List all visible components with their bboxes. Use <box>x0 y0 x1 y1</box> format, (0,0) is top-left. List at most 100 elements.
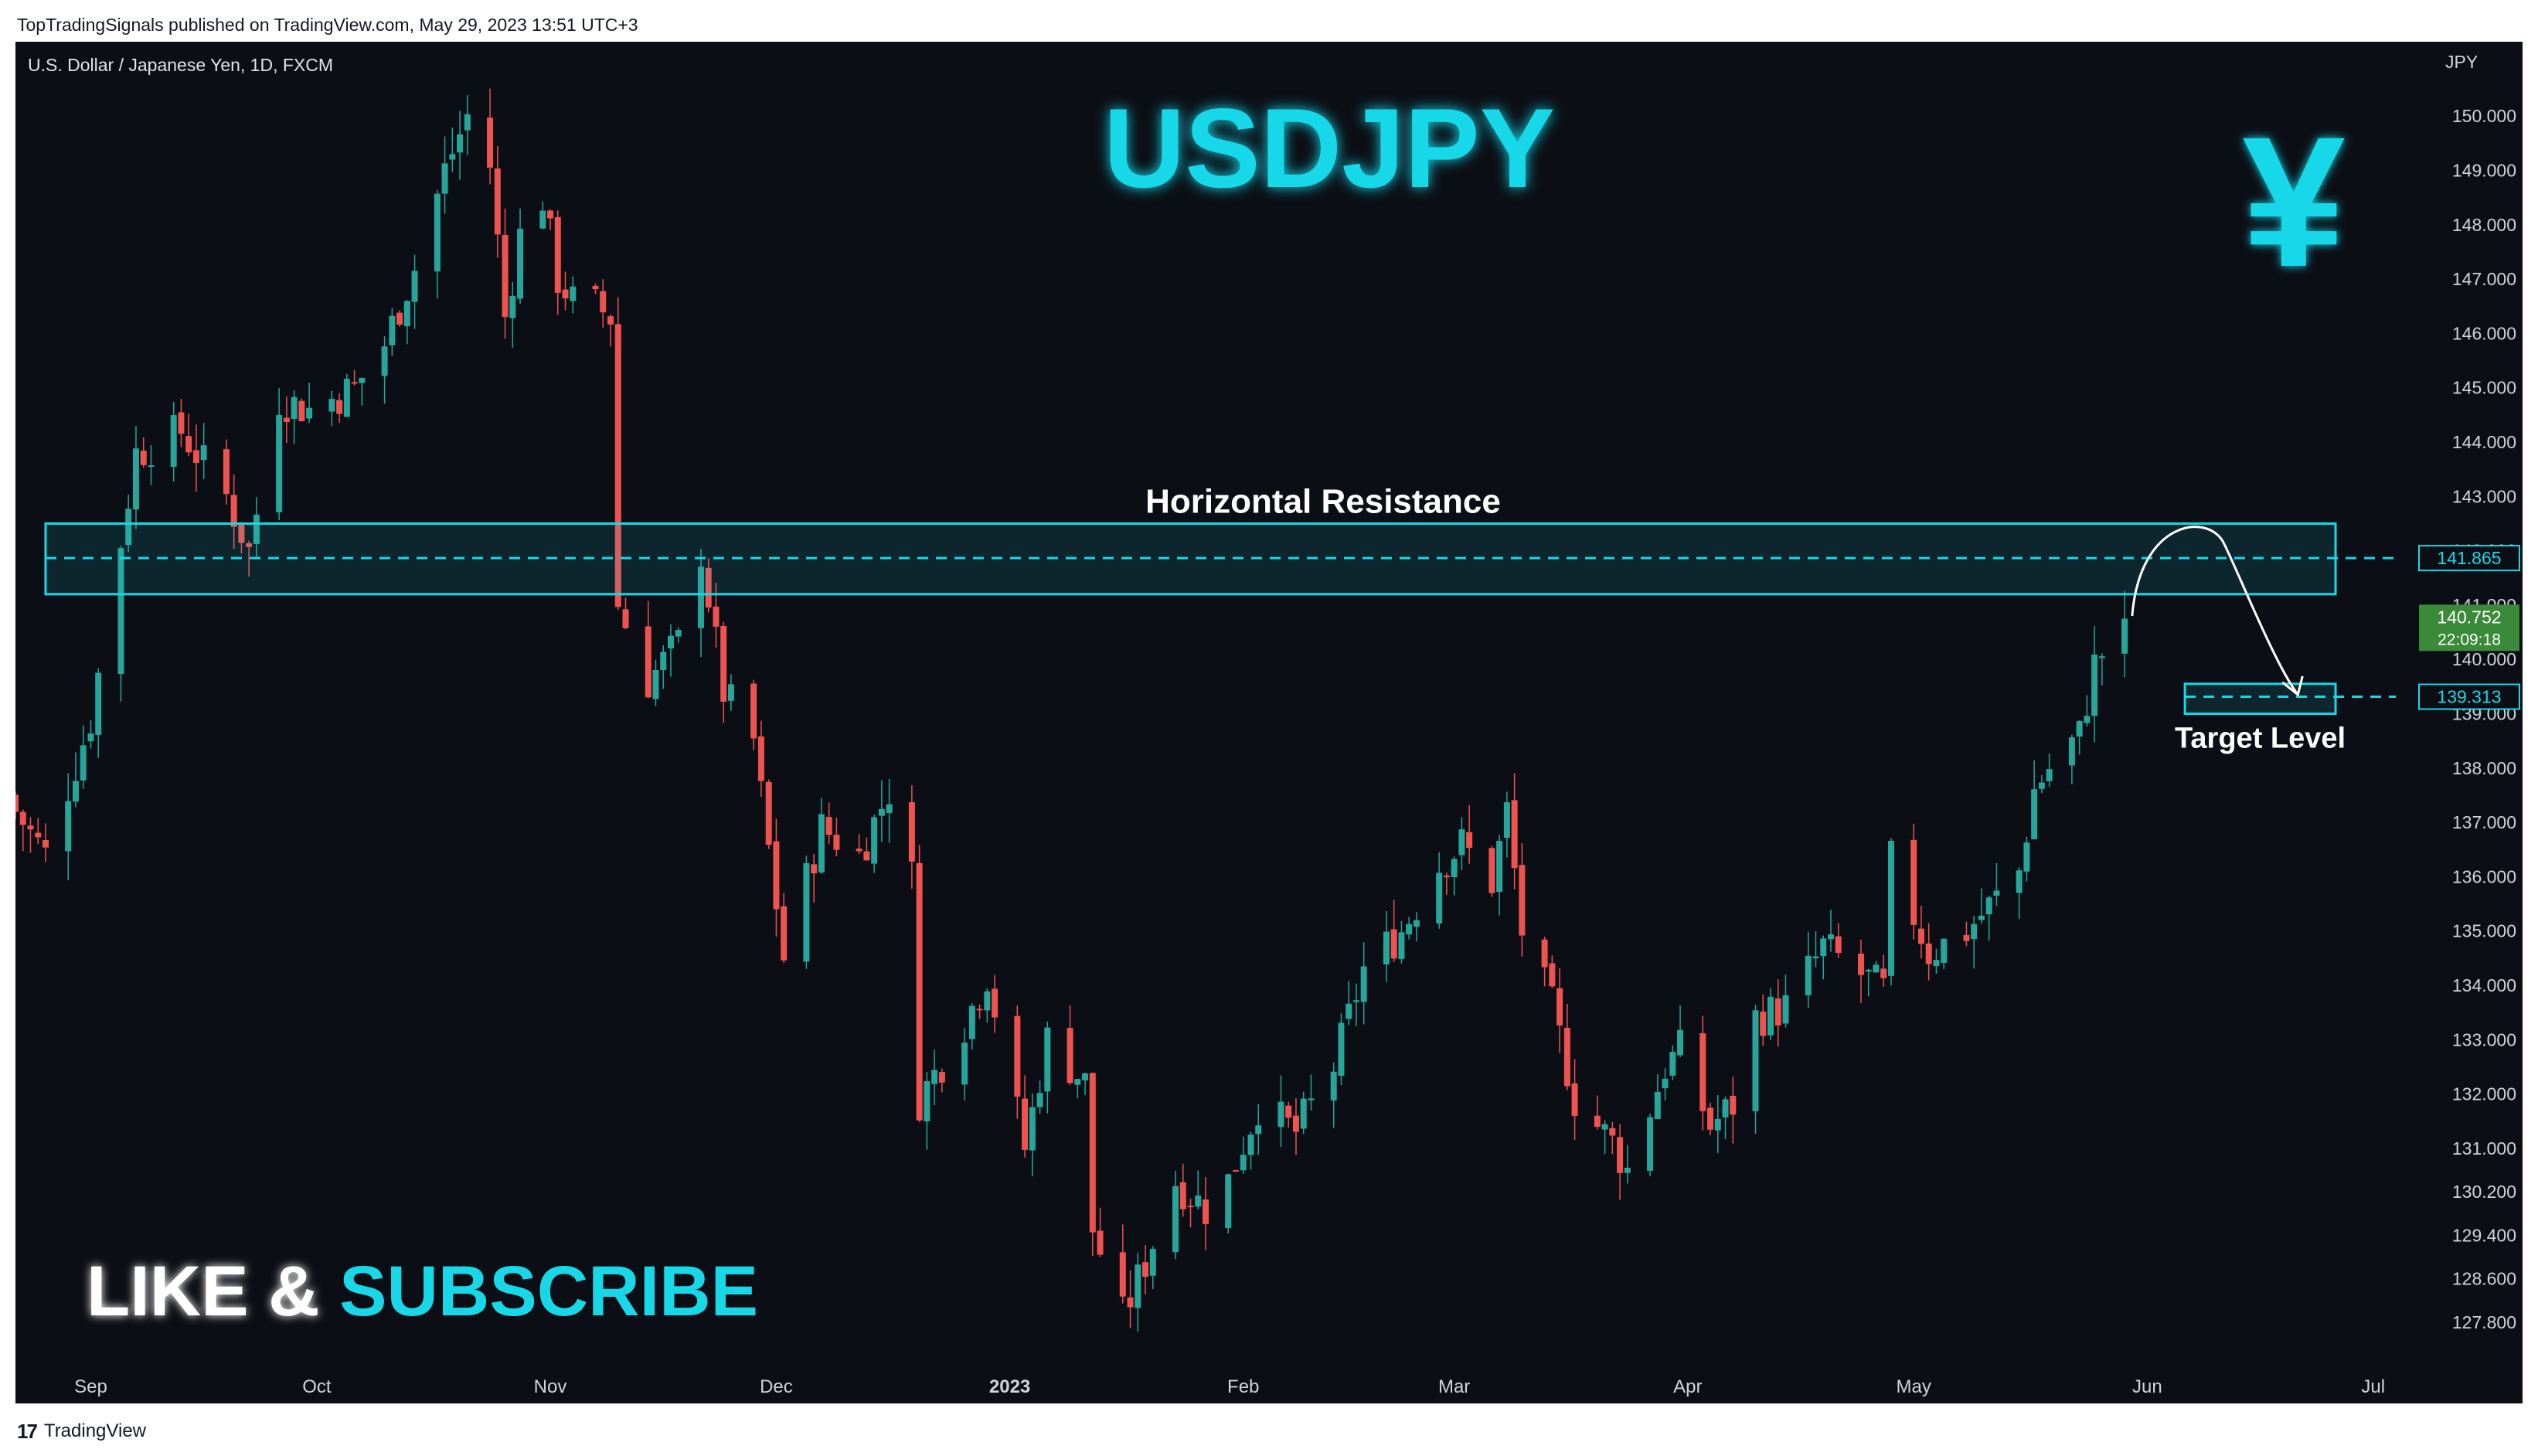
candle-body <box>1496 841 1503 892</box>
candle-body <box>1827 934 1834 940</box>
candle-body <box>1127 1297 1134 1308</box>
candle-body <box>1873 964 1880 973</box>
candle-body <box>592 285 599 290</box>
candle-body <box>1383 931 1390 964</box>
candle-body <box>1044 1027 1051 1092</box>
zones-layer <box>44 522 2396 716</box>
y-axis-unit: JPY <box>2445 52 2478 72</box>
candle-body <box>1360 966 1367 1002</box>
candle-body <box>1971 924 1978 940</box>
candle-body <box>246 543 253 547</box>
candle-body <box>1300 1098 1307 1129</box>
candle-body <box>705 567 712 608</box>
candle-body <box>95 672 102 735</box>
candle-body <box>1624 1167 1631 1173</box>
candle-body <box>1451 859 1458 878</box>
candle-body <box>1519 865 1526 936</box>
candle-body <box>811 864 818 874</box>
axis-layer: 150.000 149.000 148.000 147.000 146.000 145.0… <box>74 52 2520 1397</box>
y-tick-label: 129.400 <box>2452 1225 2516 1245</box>
candle-body <box>457 134 464 153</box>
candle-body <box>343 379 350 417</box>
candle-body <box>1571 1083 1578 1117</box>
candle-body <box>562 289 569 299</box>
candle-body <box>389 315 396 345</box>
promo-subscribe: SUBSCRIBE <box>339 1252 758 1331</box>
candle-body <box>1097 1230 1104 1255</box>
candle-body <box>1511 800 1518 869</box>
last-price-badge: 140.752 <box>2437 607 2501 627</box>
chart-panel[interactable]: 150.000 149.000 148.000 147.000 146.000 145.0… <box>15 42 2523 1403</box>
candle-body <box>2016 870 2023 893</box>
chart-canvas[interactable]: 150.000 149.000 148.000 147.000 146.000 145.0… <box>15 42 2523 1403</box>
candle-body <box>1714 1118 1721 1131</box>
candle-body <box>328 399 335 412</box>
x-tick-label: Oct <box>302 1376 332 1397</box>
candle-body <box>1232 1170 1239 1172</box>
candle-body <box>1278 1101 1284 1128</box>
candle-body <box>976 1009 983 1011</box>
labels-layer: U.S. Dollar / Japanese Yen, 1D, FXCM USDJ… <box>28 55 2346 1331</box>
y-tick-label: 144.000 <box>2452 432 2516 452</box>
candle-body <box>27 825 34 830</box>
candle-body <box>1082 1073 1089 1080</box>
resistance-price-badge: 141.865 <box>2437 548 2501 568</box>
resistance-zone-label: Horizontal Resistance <box>1145 482 1501 520</box>
candle-body <box>667 635 674 648</box>
resistance-price-badge-bg <box>2418 545 2520 572</box>
candle-body <box>878 808 885 816</box>
projection-arrow <box>2131 526 2299 696</box>
candle-body <box>781 906 788 961</box>
candle-body <box>1917 928 1924 944</box>
candle-body <box>697 566 704 628</box>
candle-body <box>2091 654 2098 716</box>
x-tick-label: Nov <box>534 1376 567 1397</box>
countdown-label: 22:09:18 <box>2438 631 2501 648</box>
candle-body <box>1993 890 2000 896</box>
candle-body <box>2084 716 2091 723</box>
candle-body <box>803 862 810 962</box>
candle-body <box>1699 1032 1706 1111</box>
candle-body <box>1865 969 1872 972</box>
candle-body <box>1308 1098 1315 1101</box>
candle-body <box>87 733 94 742</box>
candle-body <box>1240 1155 1247 1171</box>
y-tick-label: 147.000 <box>2452 269 2516 289</box>
candle-body <box>1707 1107 1714 1130</box>
candle-body <box>178 412 185 434</box>
candle-body <box>1135 1264 1141 1308</box>
candle-body <box>1941 938 1948 963</box>
candle-body <box>1978 915 1985 920</box>
candle-body <box>487 117 494 168</box>
tradingview-footer[interactable]: 17 TradingView <box>17 1416 146 1447</box>
candle-body <box>1067 1028 1073 1083</box>
candle-body <box>359 377 366 383</box>
y-tick-label: 134.000 <box>2452 975 2516 995</box>
y-tick-label: 146.000 <box>2452 323 2516 343</box>
candle-body <box>1767 996 1774 1036</box>
candle-body <box>132 448 139 510</box>
candle-body <box>1255 1125 1262 1135</box>
x-tick-label: Jul <box>2361 1376 2385 1397</box>
x-tick-label: Dec <box>760 1376 793 1397</box>
candle-body <box>1722 1099 1729 1118</box>
candle-body <box>675 630 682 637</box>
publish-info: TopTradingSignals published on TradingVi… <box>17 15 638 35</box>
candle-body <box>381 346 388 376</box>
tradingview-brand: TradingView <box>43 1420 146 1441</box>
candle-body <box>72 781 79 802</box>
x-tick-label: Feb <box>1227 1376 1259 1397</box>
candle-body <box>1458 829 1465 856</box>
candle-body <box>441 163 448 194</box>
candle-body <box>464 114 471 131</box>
candle-body <box>502 234 509 318</box>
candle-body <box>1857 953 1864 975</box>
candle-body <box>403 301 410 327</box>
candle-body <box>886 804 893 814</box>
candle-body <box>283 417 290 423</box>
candle-body <box>1985 897 1992 915</box>
candle-body <box>1933 960 1940 967</box>
candle-body <box>1880 968 1887 978</box>
y-tick-label: 137.000 <box>2452 812 2516 832</box>
candle-body <box>1346 1003 1352 1019</box>
